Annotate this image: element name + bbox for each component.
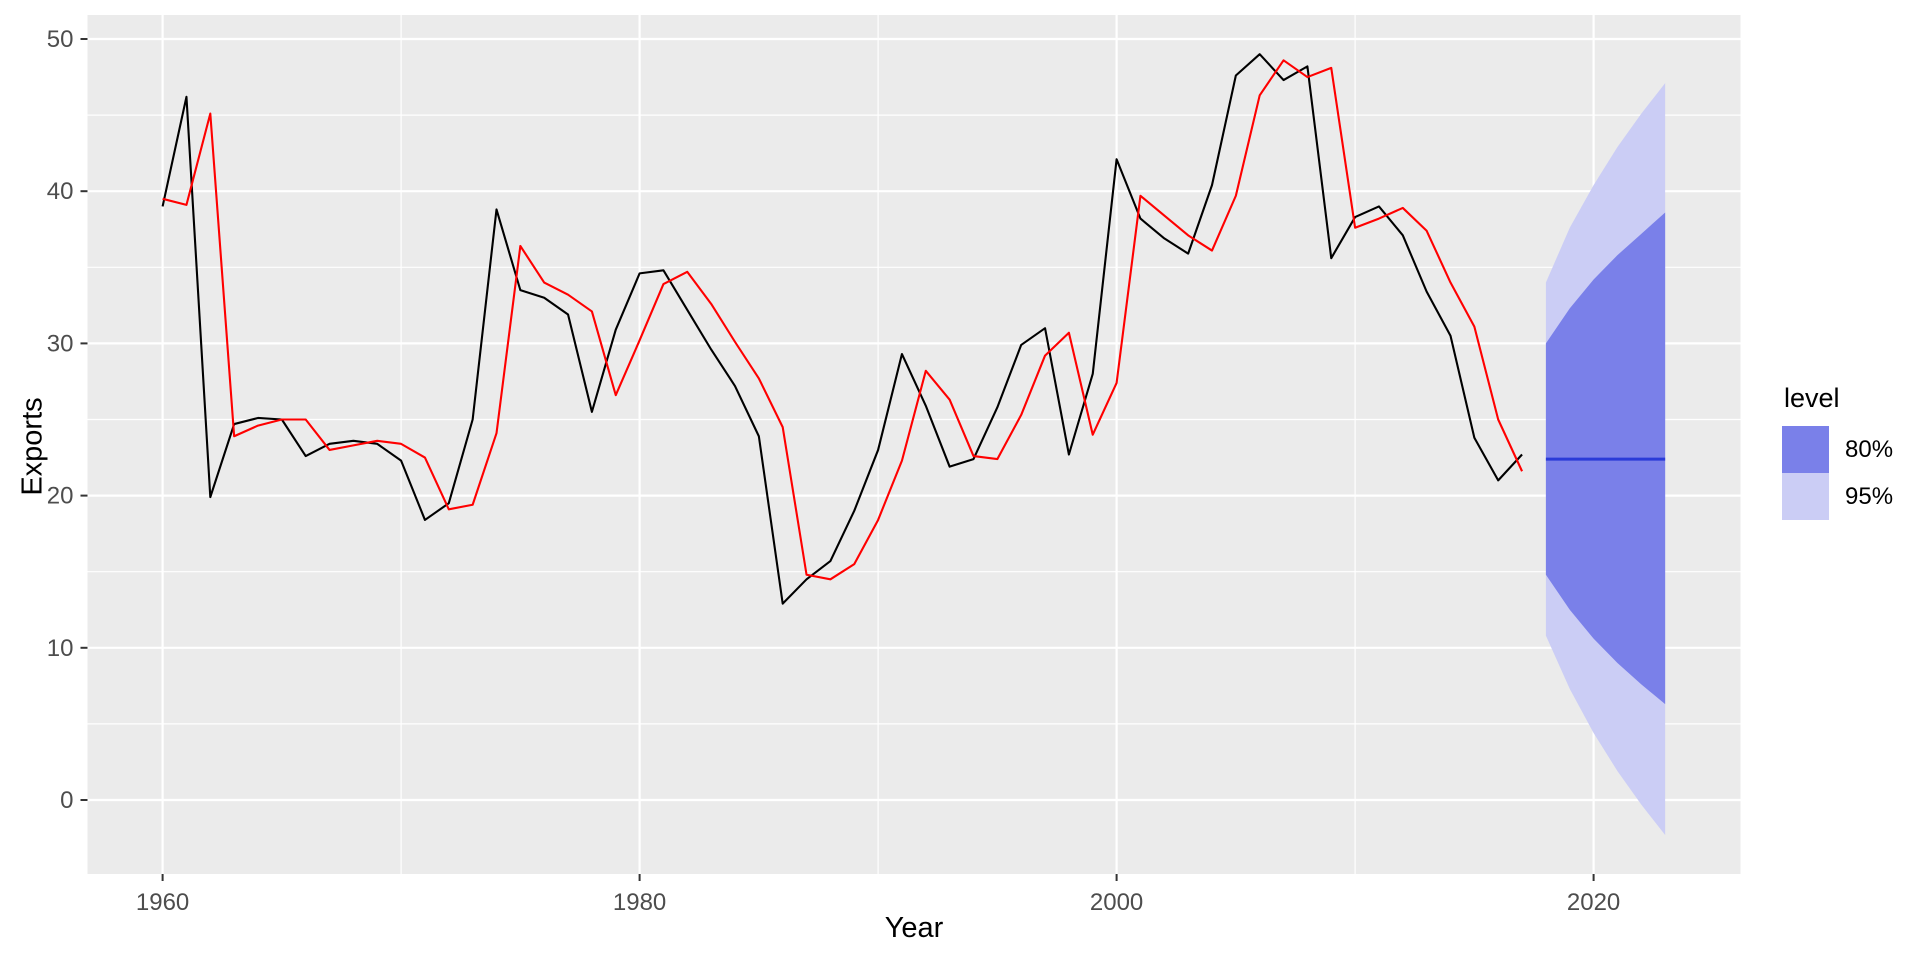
level-80-label: 80% [1845, 435, 1894, 463]
forecast-level-legend: level 80% 95% [1782, 383, 1912, 520]
level-80-swatch [1782, 426, 1829, 473]
plot-panel [87, 15, 1741, 874]
legend-key-95: 95% [1782, 473, 1912, 520]
level-95-swatch [1782, 473, 1829, 520]
x-tick-label: 1960 [136, 889, 189, 916]
x-tick-label: 2000 [1090, 889, 1143, 916]
x-tick-label: 1980 [613, 889, 666, 916]
y-tick-label: 10 [47, 635, 74, 662]
legend-key-80: 80% [1782, 426, 1912, 473]
y-tick-label: 0 [60, 787, 73, 814]
y-tick-label: 40 [47, 178, 74, 205]
y-tick-label: 50 [47, 26, 74, 53]
y-axis-title: Exports [16, 397, 49, 496]
legend-title: level [1784, 383, 1840, 413]
x-axis-title: Year [884, 912, 944, 944]
y-tick-label: 30 [47, 330, 74, 357]
actual-exports-line [161, 53, 1523, 605]
level-95-label: 95% [1845, 482, 1894, 510]
y-tick-label: 20 [47, 483, 74, 510]
x-tick-label: 2020 [1567, 889, 1620, 916]
fitted-values-line [162, 59, 1524, 581]
